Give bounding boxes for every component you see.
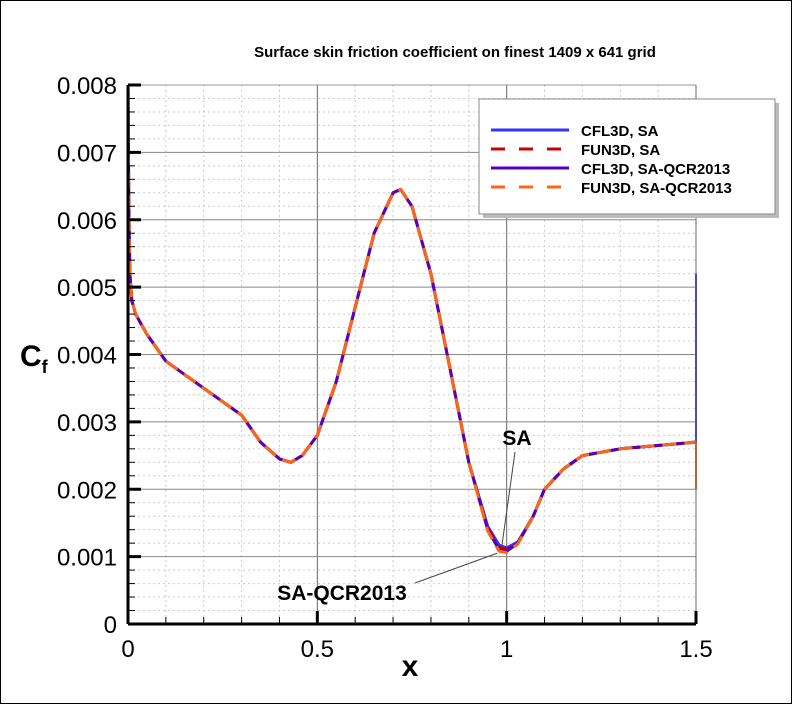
annotation-leader-sa: [501, 451, 516, 546]
x-tick-label: 0: [121, 636, 134, 663]
x-tick-label: 0.5: [301, 636, 334, 663]
y-axis-label: C: [20, 340, 42, 373]
legend-label: FUN3D, SA-QCR2013: [581, 180, 732, 197]
axes: 0 0.5 1 1.5 0 0.001 0.002 0.003 0.004 0.005 0.006 0…: [57, 73, 713, 663]
x-axis-label: x: [402, 650, 419, 683]
y-axis-label-subscript: f: [42, 357, 49, 377]
series-line: [126, 84, 697, 553]
legend-label: FUN3D, SA: [581, 142, 660, 159]
legend-label: CFL3D, SA-QCR2013: [581, 161, 730, 178]
chart-title: Surface skin friction coefficient on fin…: [254, 44, 656, 61]
y-tick-label: 0.004: [57, 343, 117, 370]
annotation-leader-sa-qcr2013: [414, 552, 498, 584]
x-tick-label: 1.5: [679, 636, 712, 663]
x-tick-label: 1: [500, 636, 513, 663]
legend-box: [478, 98, 776, 215]
legend: CFL3D, SA FUN3D, SA CFL3D, SA-QCR2013 FUN3D…: [478, 98, 779, 218]
y-tick-label: 0: [104, 612, 117, 639]
y-tick-label: 0.007: [57, 140, 117, 167]
annotation-sa-qcr2013: SA-QCR2013: [277, 582, 407, 605]
y-tick-label: 0.003: [57, 410, 117, 437]
y-tick-label: 0.008: [57, 73, 117, 100]
y-tick-label: 0.002: [57, 477, 117, 504]
y-axis-label-group: Cf: [20, 340, 49, 377]
legend-label: CFL3D, SA: [581, 123, 659, 140]
y-tick-label: 0.006: [57, 208, 117, 235]
y-tick-label: 0.001: [57, 545, 117, 572]
annotations: SA SA-QCR2013: [277, 427, 531, 605]
y-tick-label: 0.005: [57, 275, 117, 302]
annotation-sa: SA: [502, 427, 531, 450]
